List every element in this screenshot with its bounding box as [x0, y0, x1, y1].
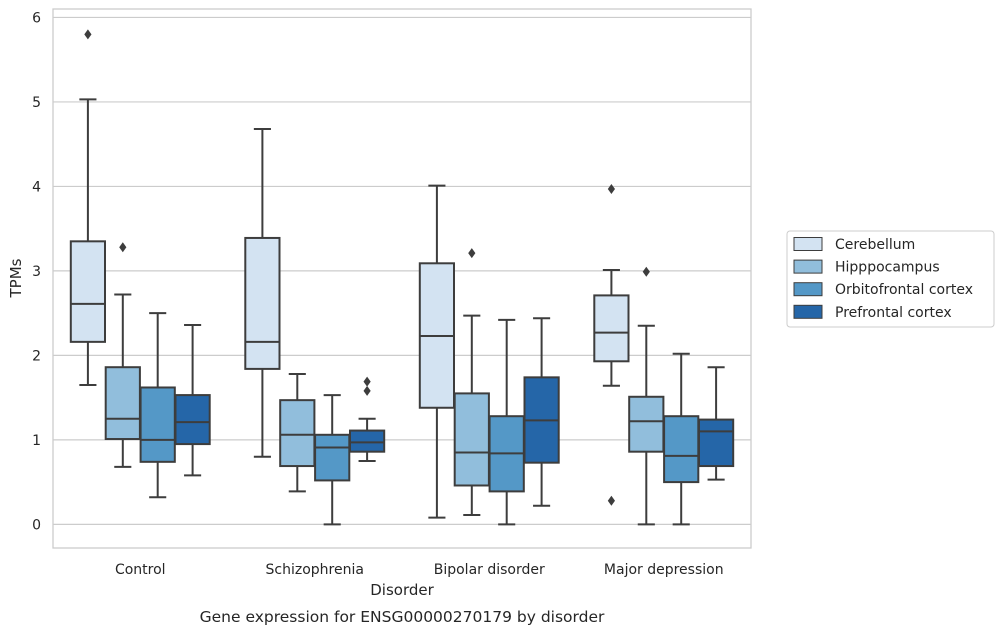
box-body — [348, 429, 386, 453]
box-layer — [69, 29, 735, 526]
box-body — [174, 394, 211, 446]
legend-swatch — [793, 304, 823, 319]
box-3-0 — [174, 323, 211, 477]
x-tick-label: Bipolar disorder — [434, 562, 545, 578]
x-axis-title: Disorder — [370, 581, 434, 599]
legend: Cerebellum Hipppocampus Orbitofrontal cort… — [786, 230, 995, 328]
box-2-3 — [663, 352, 700, 526]
legend-label: Hipppocampus — [835, 260, 940, 276]
legend-swatch — [793, 237, 823, 251]
box-body — [628, 395, 665, 453]
box-2-2 — [488, 318, 525, 526]
box-1-0 — [104, 242, 141, 468]
box-1-1 — [279, 372, 316, 493]
box-body — [244, 236, 281, 370]
box-2-0 — [139, 312, 176, 499]
outlier-point — [363, 385, 371, 396]
box-1-3 — [628, 266, 665, 526]
legend-swatch — [793, 259, 823, 274]
box-0-2 — [418, 184, 456, 519]
box-3-3 — [697, 366, 735, 481]
box-body — [69, 240, 107, 343]
outlier-point — [642, 266, 650, 277]
outlier-point — [607, 495, 615, 506]
box-1-2 — [453, 248, 490, 517]
y-tick-label: 1 — [32, 433, 41, 449]
box-3-1 — [348, 376, 386, 462]
x-ticks: Control Schizophrenia Bipolar disorder Majo… — [115, 562, 724, 578]
box-3-2 — [523, 317, 560, 507]
plot-frame — [52, 8, 752, 549]
outlier-point — [607, 183, 615, 194]
box-2-1 — [314, 394, 351, 526]
y-tick-label: 0 — [32, 517, 41, 533]
outlier-point — [84, 29, 92, 40]
box-body — [593, 294, 630, 363]
outlier-point — [119, 242, 127, 253]
box-0-0 — [69, 29, 107, 386]
x-tick-label: Schizophrenia — [266, 562, 364, 578]
chart-caption: Gene expression for ENSG00000270179 by d… — [200, 608, 605, 626]
box-body — [279, 399, 316, 468]
y-tick-label: 3 — [32, 264, 41, 280]
outlier-point — [363, 376, 371, 387]
y-tick-label: 5 — [32, 95, 41, 111]
box-body — [697, 418, 735, 468]
y-tick-label: 2 — [32, 348, 41, 364]
x-tick-label: Major depression — [604, 562, 724, 578]
legend-label: Prefrontal cortex — [835, 305, 952, 321]
y-ticks: 0 1 2 3 4 5 6 — [32, 10, 41, 533]
box-body — [139, 386, 176, 463]
box-body — [663, 415, 700, 484]
y-axis-title: TPMs — [7, 258, 25, 298]
legend-frame — [786, 230, 995, 328]
box-0-3 — [593, 183, 630, 506]
box-body — [314, 433, 351, 482]
x-tick-label: Control — [115, 562, 166, 578]
y-tick-label: 6 — [32, 10, 41, 26]
legend-label: Cerebellum — [835, 237, 915, 253]
box-0-1 — [244, 127, 281, 458]
legend-label: Orbitofrontal cortex — [835, 282, 973, 298]
outlier-point — [468, 248, 476, 259]
legend-swatch — [793, 282, 823, 297]
y-tick-label: 4 — [32, 179, 41, 195]
box-body — [453, 392, 490, 487]
box-body — [104, 366, 141, 441]
